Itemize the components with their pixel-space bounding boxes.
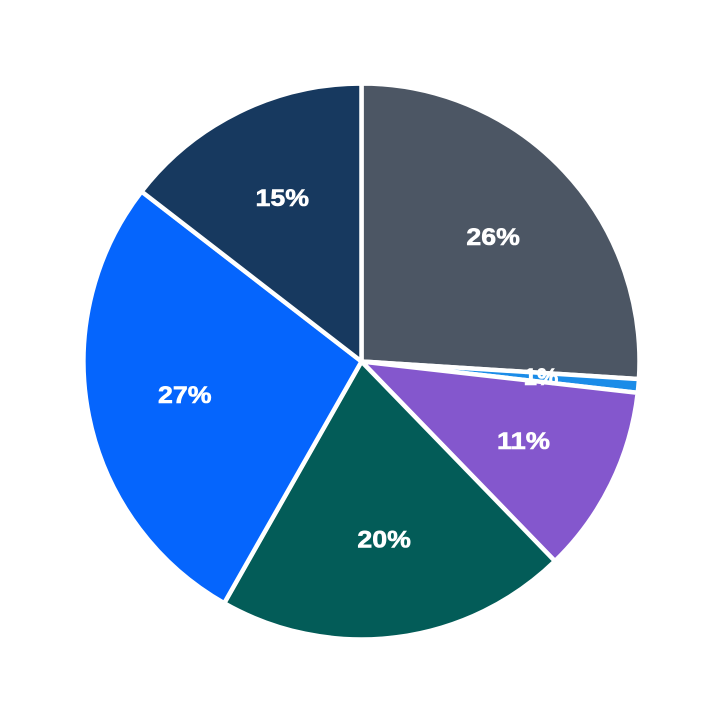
svg-text:1%: 1% — [524, 364, 559, 391]
svg-text:11%: 11% — [497, 428, 550, 455]
svg-text:20%: 20% — [357, 526, 411, 553]
svg-text:15%: 15% — [256, 185, 310, 212]
svg-text:26%: 26% — [466, 224, 520, 251]
svg-text:27%: 27% — [158, 382, 212, 409]
